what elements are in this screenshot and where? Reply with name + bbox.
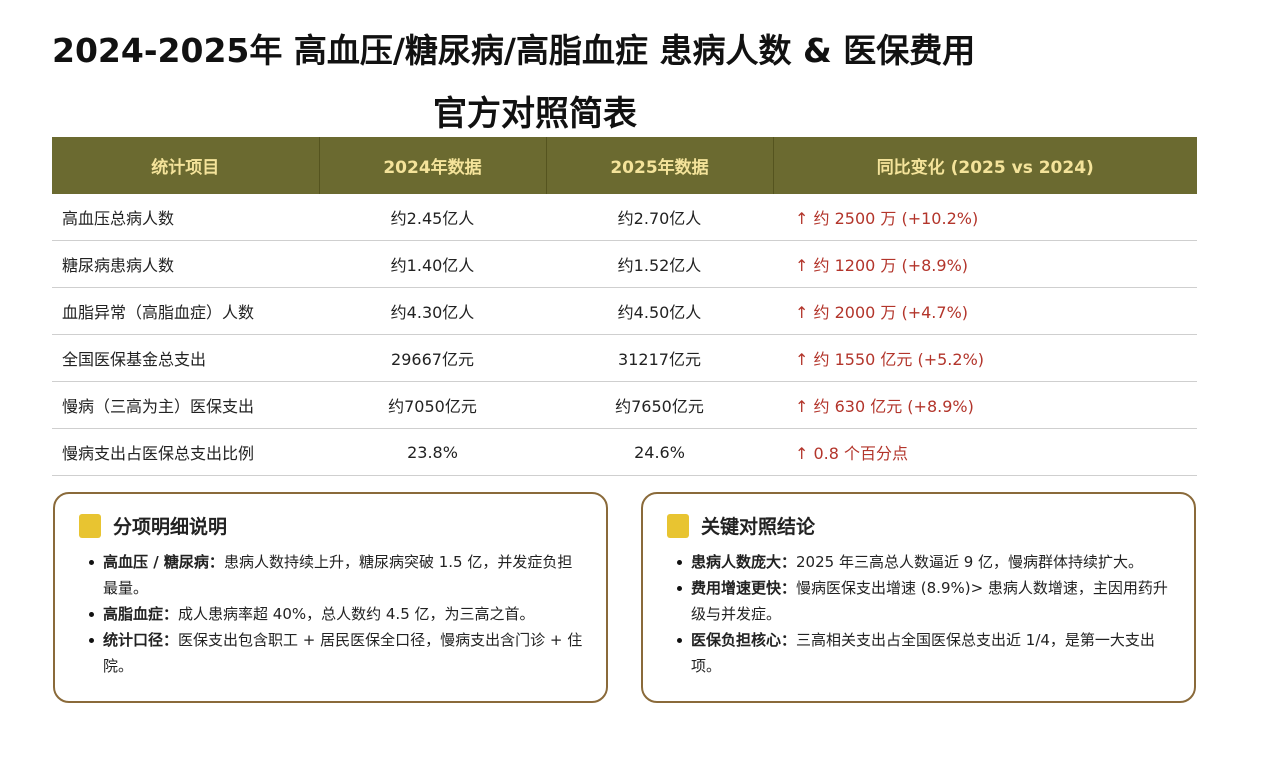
table-cell: 血脂异常（高脂血症）人数 <box>52 287 319 335</box>
note-label: 费用增速更快： <box>691 579 797 597</box>
table-cell: 约2.45亿人 <box>319 194 546 241</box>
note-box: 关键对照结论患病人数庞大：2025 年三高总人数逼近 9 亿，慢病群体持续扩大。… <box>641 492 1196 703</box>
table-cell: 慢病支出占医保总支出比例 <box>52 428 319 476</box>
note-text: 成人患病率超 40%，总人数约 4.5 亿，为三高之首。 <box>178 605 535 623</box>
note-title-text: 分项明细说明 <box>113 516 228 538</box>
column-header: 2024年数据 <box>319 137 547 194</box>
column-header: 统计项目 <box>52 137 320 194</box>
note-list: 高血压 / 糖尿病：患病人数持续上升，糖尿病突破 1.5 亿，并发症负担最量。高… <box>55 549 606 679</box>
table-row: 全国医保基金总支出 29667亿元 31217亿元 ↑ 约 1550 亿元 (+5.2… <box>52 334 1197 382</box>
table-cell: 24.6% <box>546 428 773 476</box>
note-text: 慢病医保支出增速 (8.9%)> 患病人数增速，主因用药升级与并发症。 <box>691 579 1168 623</box>
note-item: 费用增速更快：慢病医保支出增速 (8.9%)> 患病人数增速，主因用药升级与并发… <box>677 575 1174 627</box>
icon <box>79 513 101 538</box>
table: 统计项目 2024年数据 2025年数据 同比变化 (2025 vs 2024) 高血… <box>52 137 1197 476</box>
table-cell: 23.8% <box>319 428 546 476</box>
note-item: 统计口径：医保支出包含职工 + 居民医保全口径，慢病支出含门诊 + 住院。 <box>89 627 586 679</box>
table-row: 慢病支出占医保总支出比例 23.8% 24.6% ↑ 0.8 个百分点 <box>52 428 1197 476</box>
table-row: 慢病（三高为主）医保支出 约7050亿元 约7650亿元 ↑ 约 630 亿元 (+8… <box>52 381 1197 429</box>
table-cell: 约1.52亿人 <box>546 240 773 288</box>
table-cell: 约4.50亿人 <box>546 287 773 335</box>
note-item: 高脂血症：成人患病率超 40%，总人数约 4.5 亿，为三高之首。 <box>89 601 586 627</box>
table-row: 血脂异常（高脂血症）人数 约4.30亿人 约4.50亿人 ↑ 约 2000 万 (+4… <box>52 287 1197 335</box>
table-cell: ↑ 0.8 个百分点 <box>773 428 1197 476</box>
note-item: 医保负担核心：三高相关支出占全国医保总支出近 1/4，是第一大支出项。 <box>677 627 1174 679</box>
subtitle: 官方对照简表 <box>433 94 637 134</box>
table-cell: 慢病（三高为主）医保支出 <box>52 381 319 429</box>
note-label: 高血压 / 糖尿病： <box>103 553 224 571</box>
table-cell: 约7650亿元 <box>546 381 773 429</box>
table-row: 糖尿病患病人数 约1.40亿人 约1.52亿人 ↑ 约 1200 万 (+8.9%) <box>52 240 1197 288</box>
column-header: 2025年数据 <box>546 137 774 194</box>
note-text: 患病人数持续上升，糖尿病突破 1.5 亿，并发症负担最量。 <box>103 553 573 597</box>
table-cell: ↑ 约 1200 万 (+8.9%) <box>773 240 1197 288</box>
note-title-text: 关键对照结论 <box>701 516 816 538</box>
table-cell: 约7050亿元 <box>319 381 546 429</box>
title: 2024-2025年 高血压/糖尿病/高脂血症 患病人数 & 医保费用 <box>52 31 976 70</box>
table-cell: ↑ 约 630 亿元 (+8.9%) <box>773 381 1197 429</box>
note-box: 分项明细说明高血压 / 糖尿病：患病人数持续上升，糖尿病突破 1.5 亿，并发症… <box>53 492 608 703</box>
note-label: 高脂血症： <box>103 605 179 623</box>
note-text: 三高相关支出占全国医保总支出近 1/4，是第一大支出项。 <box>691 631 1155 675</box>
note-text: 医保支出包含职工 + 居民医保全口径，慢病支出含门诊 + 住院。 <box>103 631 583 675</box>
table-cell: 31217亿元 <box>546 334 773 382</box>
note-label: 统计口径： <box>103 631 179 649</box>
note-label: 医保负担核心： <box>691 631 797 649</box>
table-cell: 糖尿病患病人数 <box>52 240 319 288</box>
table-cell: 高血压总病人数 <box>52 194 319 241</box>
header-row: 统计项目 2024年数据 2025年数据 同比变化 (2025 vs 2024) <box>52 137 1197 194</box>
table-cell: ↑ 约 1550 亿元 (+5.2%) <box>773 334 1197 382</box>
note-item: 患病人数庞大：2025 年三高总人数逼近 9 亿，慢病群体持续扩大。 <box>677 549 1174 575</box>
table-body: 高血压总病人数 约2.45亿人 约2.70亿人 ↑ 约 2500 万 (+10.2%)… <box>52 194 1197 476</box>
table-cell: 约4.30亿人 <box>319 287 546 335</box>
table-cell: 29667亿元 <box>319 334 546 382</box>
note-item: 高血压 / 糖尿病：患病人数持续上升，糖尿病突破 1.5 亿，并发症负担最量。 <box>89 549 586 601</box>
table-cell: 全国医保基金总支出 <box>52 334 319 382</box>
column-header: 同比变化 (2025 vs 2024) <box>773 137 1197 194</box>
note-label: 患病人数庞大： <box>691 553 797 571</box>
note-text: 2025 年三高总人数逼近 9 亿，慢病群体持续扩大。 <box>796 553 1144 571</box>
table-cell: ↑ 约 2500 万 (+10.2%) <box>773 194 1197 241</box>
note-title: 关键对照结论 <box>667 512 1194 539</box>
table-cell: 约2.70亿人 <box>546 194 773 241</box>
note-list: 患病人数庞大：2025 年三高总人数逼近 9 亿，慢病群体持续扩大。 费用增速更快… <box>643 549 1194 679</box>
table-row: 高血压总病人数 约2.45亿人 约2.70亿人 ↑ 约 2500 万 (+10.2%) <box>52 194 1197 241</box>
table-cell: ↑ 约 2000 万 (+4.7%) <box>773 287 1197 335</box>
table-cell: 约1.40亿人 <box>319 240 546 288</box>
icon <box>667 513 689 538</box>
note-title: 分项明细说明 <box>79 512 606 539</box>
